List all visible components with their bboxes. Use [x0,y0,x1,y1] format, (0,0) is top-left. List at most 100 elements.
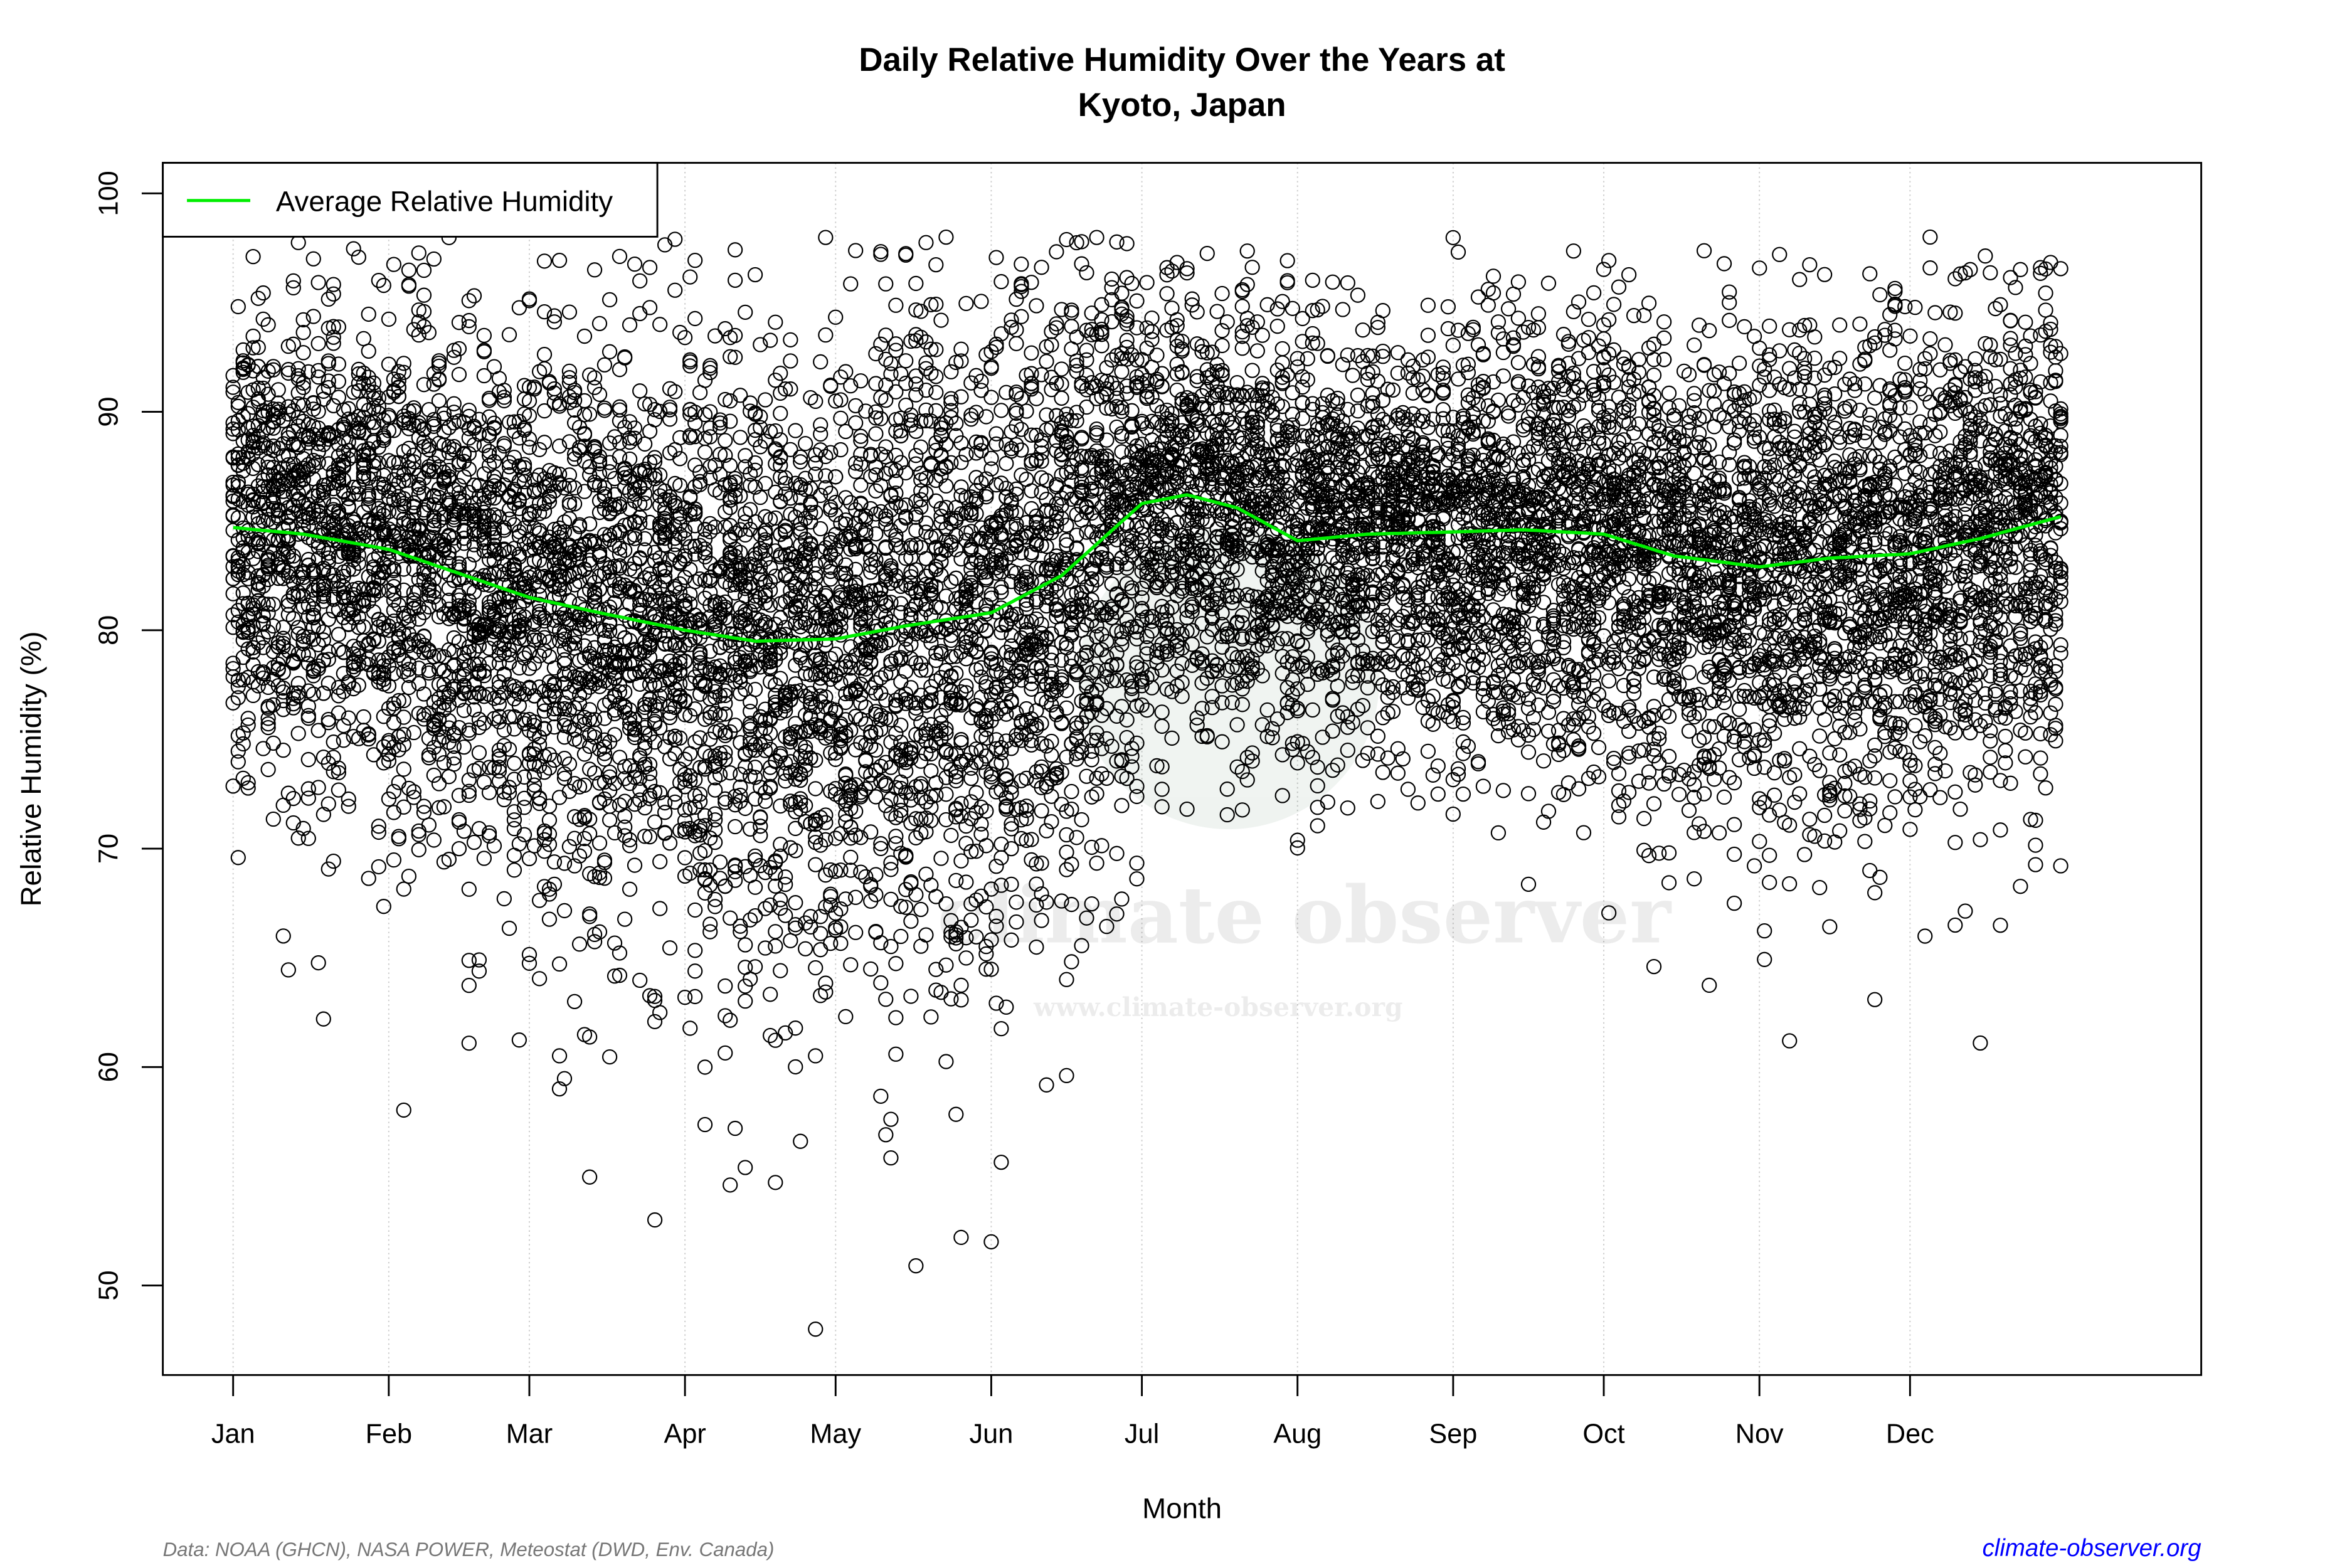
data-point [918,866,934,882]
data-point [491,773,507,789]
data-point [491,709,507,724]
data-point [697,885,713,901]
data-point [768,938,783,954]
data-point [712,854,728,870]
data-point [516,769,532,785]
data-point [511,300,527,315]
data-point [431,776,447,792]
data-point [723,413,738,429]
data-point [516,485,532,501]
data-point [783,442,798,457]
data-point [230,446,246,462]
data-point [300,518,316,534]
data-point [255,311,271,327]
data-point [1054,361,1069,377]
data-point [436,755,452,771]
data-point [260,716,276,732]
data-point [431,733,447,748]
data-point [486,838,502,854]
data-point [411,600,426,615]
data-point [601,1049,618,1065]
data-point [642,260,658,275]
data-point [536,703,553,719]
data-point [300,507,316,522]
data-point [707,806,723,822]
data-point [582,367,598,383]
data-point [541,488,558,504]
data-point [471,638,487,654]
data-point [255,285,271,301]
data-point [401,680,417,696]
data-point [441,720,457,736]
data-point [265,468,281,484]
data-point [416,805,432,820]
data-point [723,910,738,926]
data-point [501,741,517,757]
data-point [627,257,643,272]
data-point [496,520,512,536]
data-point [536,403,553,419]
data-point [336,472,351,488]
data-point [662,940,678,956]
data-point [632,383,648,399]
data-point [371,564,386,580]
data-point [315,578,332,594]
data-point [396,1102,411,1118]
data-point [913,901,929,918]
data-point [331,509,347,524]
data-point [401,667,417,684]
data-point [411,675,426,692]
data-point [300,683,316,699]
data-point [331,627,347,642]
data-point [471,664,487,679]
data-point [411,519,426,534]
data-point [601,812,618,828]
data-point [727,242,743,258]
data-point [758,392,773,408]
data-point [953,992,969,1008]
data-point [250,457,266,473]
data-point [426,767,442,783]
data-point [235,736,251,752]
data-point [245,418,261,434]
data-point [326,319,341,334]
data-point [918,515,934,531]
data-point [436,606,452,622]
data-point [591,315,608,332]
data-point [718,1045,733,1061]
data-point [556,856,573,871]
data-point [908,302,924,318]
data-point [245,439,261,455]
data-point [541,881,558,897]
data-point [416,377,432,393]
data-point [320,652,336,667]
data-point [612,399,628,415]
data-point [863,961,879,977]
data-point [260,679,276,696]
data-point [416,628,432,644]
data-point [642,300,658,315]
data-point [762,511,778,527]
data-point [848,803,864,819]
data-point [531,679,548,695]
data-point [451,485,467,501]
data-point [275,448,291,464]
data-point [295,345,311,361]
data-point [421,750,437,766]
data-point [531,791,548,807]
data-point [571,936,588,952]
data-point [511,1032,527,1048]
data-point [245,486,261,502]
data-point [993,403,1009,418]
data-point [516,650,532,666]
data-point [943,395,959,410]
data-point [361,497,376,512]
data-point [536,435,553,450]
data-point [326,750,341,765]
data-point [667,794,683,810]
data-point [451,556,467,571]
data-point [471,952,487,968]
data-point [295,397,311,413]
data-point [511,681,527,697]
data-point [451,788,467,803]
